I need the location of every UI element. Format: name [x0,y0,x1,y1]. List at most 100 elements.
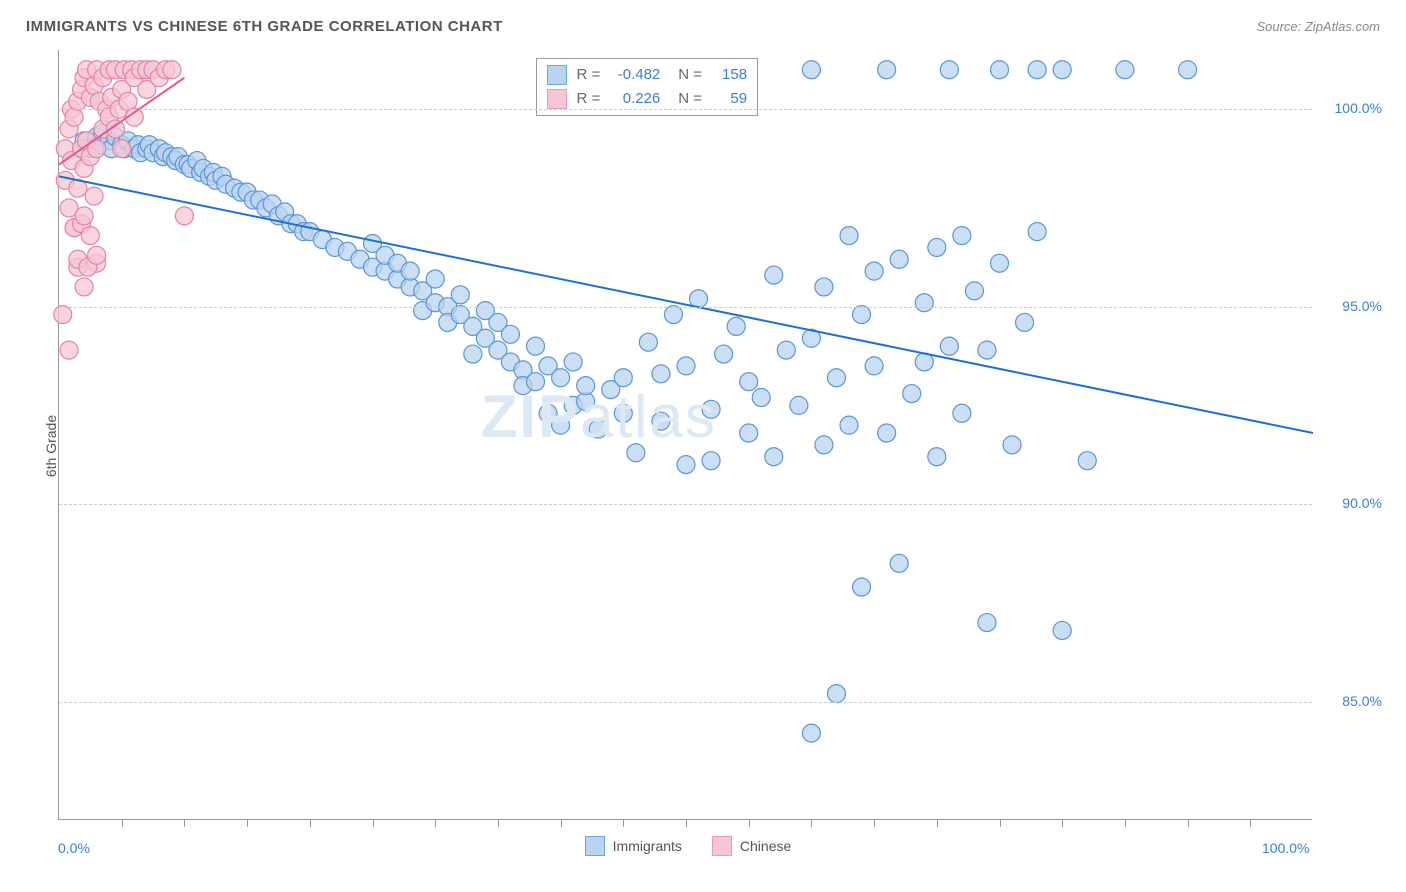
xaxis-label-min: 0.0% [58,840,90,856]
scatter-point [765,448,783,466]
legend-r-label: R = [577,66,601,83]
scatter-point [777,341,795,359]
xaxis-tick [561,819,562,827]
scatter-point [75,207,93,225]
scatter-point [827,685,845,703]
legend-r-value: -0.482 [610,66,660,83]
chart-header: IMMIGRANTS VS CHINESE 6TH GRADE CORRELAT… [26,18,1380,35]
xaxis-tick [1000,819,1001,827]
legend-bottom: Immigrants Chinese [585,836,792,856]
scatter-point [81,227,99,245]
scatter-point [677,456,695,474]
scatter-point [652,412,670,430]
xaxis-tick [498,819,499,827]
scatter-point [890,554,908,572]
scatter-point [953,404,971,422]
scatter-point [60,341,78,359]
plot-svg [59,50,1312,819]
scatter-point [163,61,181,79]
plot-area: ZIPatlas R =-0.482N =158R =0.226N =59 85… [58,50,1312,820]
scatter-point [1016,313,1034,331]
scatter-point [978,341,996,359]
chart-title: IMMIGRANTS VS CHINESE 6TH GRADE CORRELAT… [26,18,503,35]
scatter-point [815,436,833,454]
scatter-point [991,61,1009,79]
xaxis-tick [1250,819,1251,827]
xaxis-tick [874,819,875,827]
xaxis-tick [310,819,311,827]
scatter-point [840,227,858,245]
gridline-h [59,109,1312,110]
scatter-point [890,250,908,268]
scatter-point [451,286,469,304]
chart-source: Source: ZipAtlas.com [1256,19,1380,34]
scatter-point [1053,61,1071,79]
scatter-point [639,333,657,351]
scatter-point [802,724,820,742]
xaxis-tick [937,819,938,827]
legend-swatch [712,836,732,856]
scatter-point [1003,436,1021,454]
xaxis-tick [1062,819,1063,827]
xaxis-tick [811,819,812,827]
xaxis-tick [1125,819,1126,827]
xaxis-tick [749,819,750,827]
scatter-point [765,266,783,284]
scatter-point [740,424,758,442]
scatter-point [426,270,444,288]
scatter-point [527,337,545,355]
scatter-point [652,365,670,383]
legend-stats-row: R =0.226N =59 [547,89,748,109]
scatter-point [940,337,958,355]
scatter-point [552,416,570,434]
scatter-point [65,108,83,126]
legend-swatch [547,89,567,109]
scatter-point [840,416,858,434]
scatter-point [677,357,695,375]
scatter-point [991,254,1009,272]
yaxis-title: 6th Grade [43,415,59,477]
legend-swatch [547,65,567,85]
scatter-point [878,424,896,442]
scatter-point [1116,61,1134,79]
scatter-point [702,452,720,470]
scatter-point [790,396,808,414]
scatter-point [614,369,632,387]
scatter-point [88,246,106,264]
xaxis-label-max: 100.0% [1262,840,1309,856]
xaxis-tick [623,819,624,827]
legend-n-value: 158 [712,66,747,83]
scatter-point [564,353,582,371]
xaxis-tick [184,819,185,827]
scatter-point [865,262,883,280]
scatter-point [727,317,745,335]
scatter-point [401,262,419,280]
scatter-point [464,345,482,363]
yaxis-tick-label: 95.0% [1342,298,1382,314]
scatter-point [589,420,607,438]
legend-stats-box: R =-0.482N =158R =0.226N =59 [536,58,759,116]
scatter-point [627,444,645,462]
legend-label: Chinese [740,838,791,854]
legend-r-value: 0.226 [610,90,660,107]
yaxis-tick-label: 90.0% [1342,495,1382,511]
scatter-point [175,207,193,225]
xaxis-tick [373,819,374,827]
scatter-point [702,400,720,418]
xaxis-tick [1188,819,1189,827]
scatter-point [75,278,93,296]
yaxis-tick-label: 85.0% [1342,693,1382,709]
scatter-point [577,377,595,395]
legend-label: Immigrants [613,838,682,854]
scatter-point [940,61,958,79]
yaxis-tick-label: 100.0% [1335,100,1382,116]
scatter-point [552,369,570,387]
scatter-point [54,306,72,324]
gridline-h [59,702,1312,703]
scatter-point [614,404,632,422]
scatter-point [740,373,758,391]
legend-stats-row: R =-0.482N =158 [547,65,748,85]
trend-line [59,176,1313,433]
scatter-point [752,388,770,406]
scatter-point [853,578,871,596]
